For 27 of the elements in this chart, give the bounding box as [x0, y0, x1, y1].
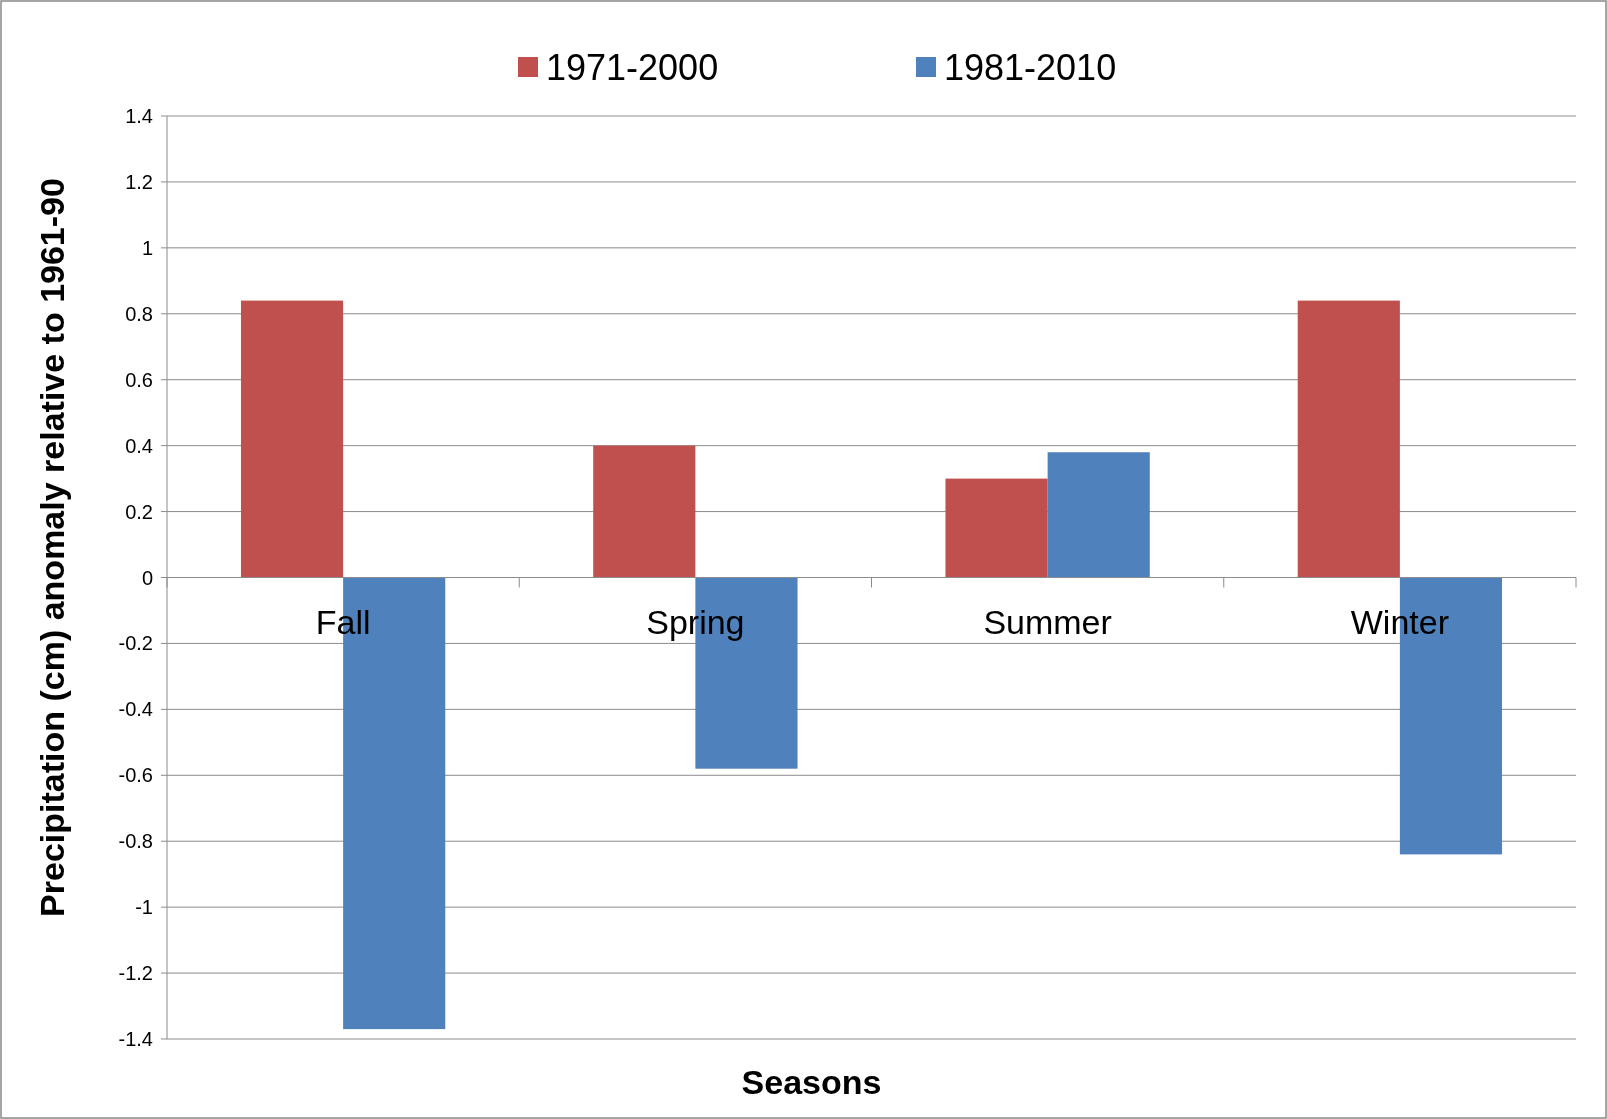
y-tick-label: -0.6 — [118, 764, 153, 787]
y-tick-label: 0.6 — [125, 368, 153, 391]
y-tick-label: 1.2 — [125, 170, 153, 193]
bar — [1297, 300, 1400, 578]
legend-label: 1971-2000 — [546, 46, 719, 88]
y-axis-title: Precipitation (cm) anomaly relative to 1961-90 — [33, 178, 71, 917]
y-tick-label: 1 — [141, 236, 153, 259]
legend-label: 1981-2010 — [944, 46, 1117, 88]
y-tick-label: -1.2 — [118, 962, 153, 985]
y-tick-label: -0.2 — [118, 632, 153, 655]
x-tick-label: Winter — [1350, 602, 1449, 641]
y-tick-label: 0.4 — [125, 434, 153, 457]
bar — [240, 300, 344, 578]
y-tick-label: 0.8 — [125, 302, 153, 325]
y-tick-label: -1 — [135, 896, 153, 919]
bar — [1047, 452, 1150, 578]
x-tick-label: Spring — [646, 602, 745, 641]
x-tick-label: Summer — [983, 602, 1112, 641]
y-tick-label: -0.8 — [118, 830, 153, 853]
y-tick-label: 1.4 — [125, 105, 153, 127]
x-axis-title: Seasons — [741, 1063, 882, 1101]
bar — [945, 478, 1048, 578]
y-tick-label: 0.2 — [125, 500, 153, 523]
y-tick-label: -0.4 — [118, 698, 153, 721]
bar — [593, 445, 696, 578]
y-tick-label: 0 — [141, 566, 153, 589]
y-tick-label: -1.4 — [118, 1028, 153, 1050]
